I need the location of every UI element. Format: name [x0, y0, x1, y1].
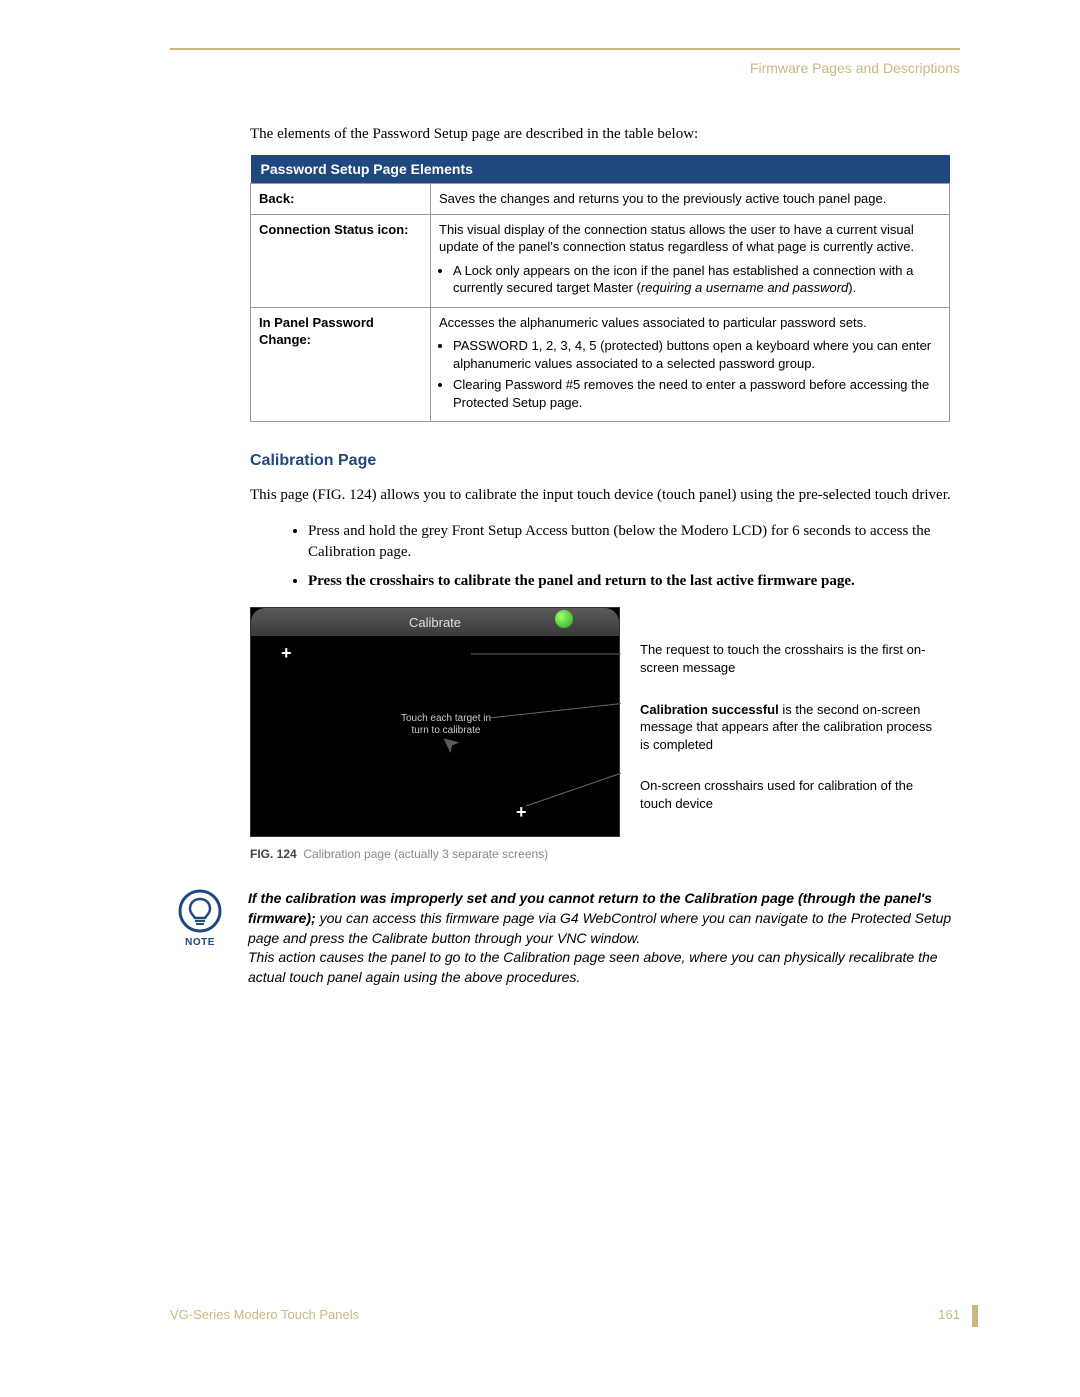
- row-key: Connection Status icon:: [251, 214, 431, 307]
- row-key: Back:: [251, 184, 431, 215]
- status-dot-icon: [555, 610, 573, 628]
- figure-annotations: The request to touch the crosshairs is t…: [640, 607, 940, 836]
- note-label: NOTE: [170, 937, 230, 948]
- footer-left: VG-Series Modero Touch Panels: [170, 1307, 359, 1322]
- note-block: NOTE If the calibration was improperly s…: [170, 889, 960, 987]
- row-bullet: PASSWORD 1, 2, 3, 4, 5 (protected) butto…: [453, 337, 941, 372]
- row-desc-text: This visual display of the connection st…: [439, 222, 914, 255]
- calibrate-screenshot: Calibrate + + Touch each target in turn …: [250, 607, 620, 837]
- section-heading: Calibration Page: [250, 452, 960, 470]
- table-title: Password Setup Page Elements: [251, 155, 950, 184]
- figure-caption: FIG. 124 Calibration page (actually 3 se…: [250, 847, 960, 861]
- section-intro: This page (FIG. 124) allows you to calib…: [250, 485, 960, 506]
- row-desc: Accesses the alphanumeric values associa…: [431, 307, 950, 422]
- figure-124: Calibrate + + Touch each target in turn …: [250, 607, 960, 837]
- annotation: Calibration successful is the second on-…: [640, 701, 940, 754]
- calibrate-tab: Calibrate: [251, 608, 619, 636]
- crosshair-icon: +: [281, 644, 292, 662]
- annotation: On-screen crosshairs used for calibratio…: [640, 777, 940, 812]
- footer-bar: [972, 1305, 978, 1327]
- row-bullet: Clearing Password #5 removes the need to…: [453, 376, 941, 411]
- password-setup-table: Password Setup Page Elements Back: Saves…: [250, 155, 950, 422]
- row-desc: This visual display of the connection st…: [431, 214, 950, 307]
- page-footer: VG-Series Modero Touch Panels 161: [170, 1307, 960, 1322]
- row-desc: Saves the changes and returns you to the…: [431, 184, 950, 215]
- row-key: In Panel Password Change:: [251, 307, 431, 422]
- crosshair-icon: +: [516, 803, 527, 821]
- body-bullet: Press and hold the grey Front Setup Acce…: [308, 521, 960, 563]
- note-text: If the calibration was improperly set an…: [248, 889, 960, 987]
- annotation: The request to touch the crosshairs is t…: [640, 641, 940, 676]
- note-icon: NOTE: [170, 889, 230, 948]
- body-bullet-bold: Press the crosshairs to calibrate the pa…: [308, 571, 960, 592]
- top-rule: [170, 48, 960, 50]
- row-desc-text: Accesses the alphanumeric values associa…: [439, 315, 867, 330]
- intro-paragraph: The elements of the Password Setup page …: [250, 126, 960, 143]
- row-bullet: A Lock only appears on the icon if the p…: [453, 262, 941, 297]
- page-number: 161: [938, 1307, 960, 1322]
- chapter-title: Firmware Pages and Descriptions: [170, 60, 960, 76]
